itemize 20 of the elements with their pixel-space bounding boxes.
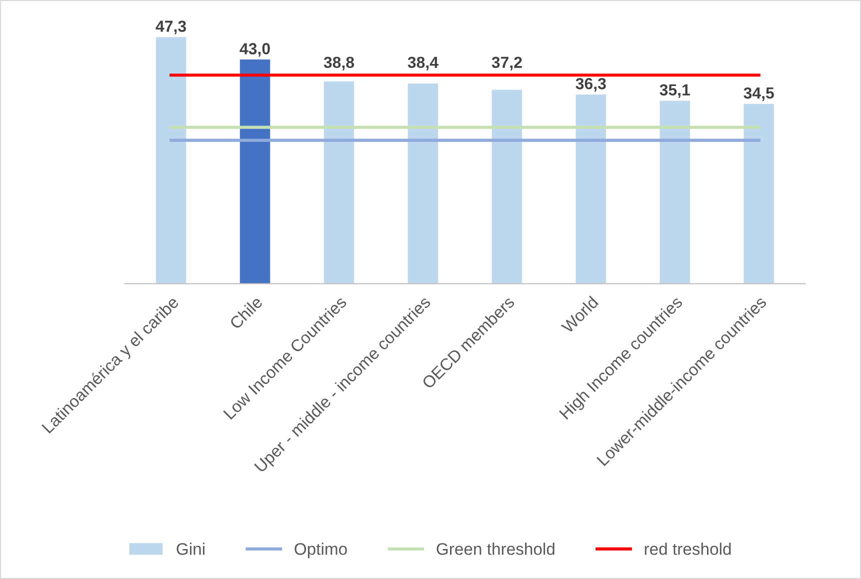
data-label: 35,1	[660, 84, 690, 98]
bar	[156, 37, 186, 284]
bar	[324, 81, 354, 284]
data-label: 34,5	[744, 87, 774, 101]
bar	[240, 60, 270, 284]
data-label: 38,4	[408, 56, 438, 70]
bar	[744, 104, 774, 284]
bar	[576, 94, 606, 284]
data-label: 38,8	[324, 56, 354, 70]
data-label: 43,0	[240, 43, 270, 57]
legend-label: Optimo	[294, 542, 347, 558]
legend-label: red treshold	[644, 542, 731, 555]
bar	[492, 90, 522, 284]
data-label: 36,3	[576, 78, 606, 92]
data-label: 47,3	[156, 20, 186, 34]
legend-label: Gini	[176, 542, 204, 555]
bar	[408, 84, 438, 284]
legend-label: Green threshold	[436, 542, 554, 555]
bar	[660, 100, 690, 284]
data-label: 37,2	[492, 56, 522, 70]
